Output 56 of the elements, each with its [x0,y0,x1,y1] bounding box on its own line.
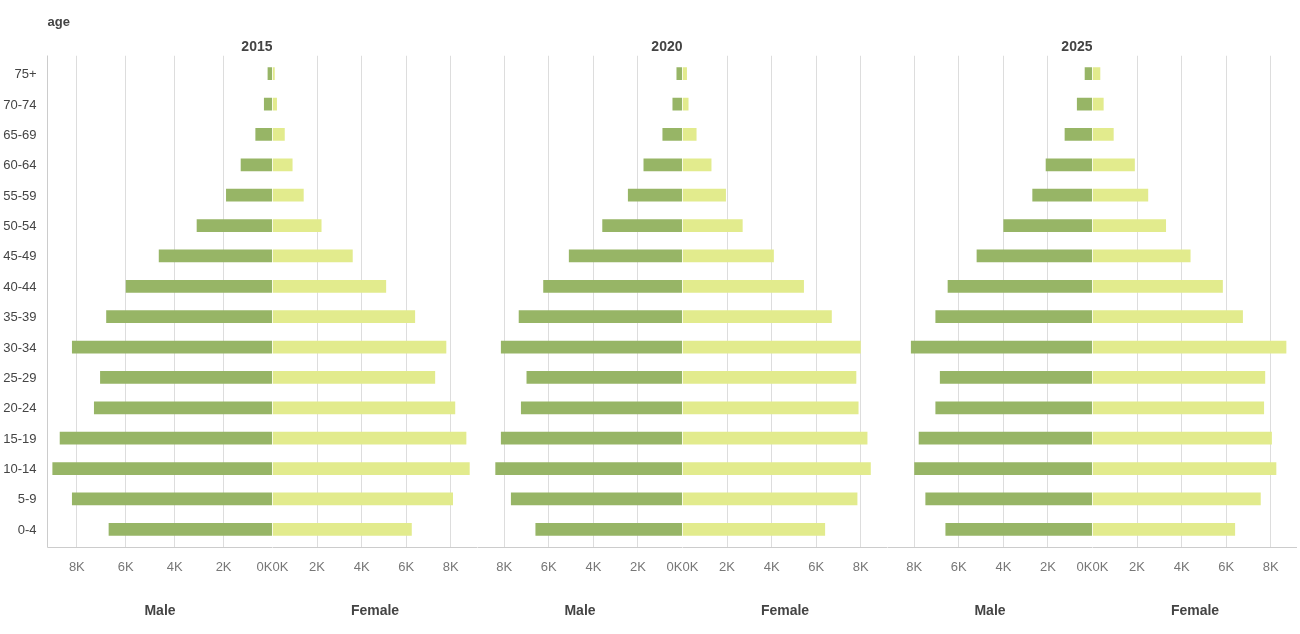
x-axis-title: Female [350,601,400,618]
y-tick-label: 45-49 [3,248,37,264]
chart-title: 2015 [241,37,273,54]
x-axis-title: Female [760,601,810,618]
y-tick-label: 70-74 [3,96,37,112]
y-tick-label: 5-9 [17,491,37,507]
x-tick-label: 8K [852,558,870,574]
x-tick-label: 8K [68,558,86,574]
x-tick-label: 6K [540,558,558,574]
y-axis-title: age [47,13,70,29]
x-tick-label: 0K [256,558,273,574]
x-tick-label: 0K [1076,558,1093,574]
y-tick-label: 20-24 [3,400,37,416]
x-tick-label: 0K [1092,558,1109,574]
x-tick-label: 2K [1129,558,1146,574]
y-tick-label: 35-39 [3,309,37,325]
x-tick-label: 8K [496,558,513,574]
x-tick-label: 4K [353,558,370,574]
x-tick-label: 0K [272,558,289,574]
y-tick-label: 65-69 [3,126,37,142]
y-tick-label: 55-59 [3,187,37,203]
x-tick-label: 8K [442,558,460,574]
x-axis-title: Female [1170,601,1220,618]
x-tick-label: 4K [763,558,780,574]
x-tick-label: 4K [1173,558,1190,574]
y-tick-label: 25-29 [3,369,37,385]
x-tick-label: 8K [1262,558,1280,574]
x-tick-label: 0K [666,558,683,574]
x-tick-label: 2K [629,558,647,574]
y-tick-label: 30-34 [3,339,37,355]
x-tick-label: 4K [585,558,602,574]
x-axis-title: Male [974,601,1006,618]
x-tick-label: 0K [682,558,699,574]
x-tick-label: 6K [950,558,968,574]
chart-title: 2025 [1061,37,1093,54]
x-tick-label: 6K [808,558,825,574]
x-tick-label: 6K [117,558,135,574]
y-tick-label: 15-19 [3,430,37,446]
y-tick-label: 75+ [14,66,37,82]
y-tick-label: 40-44 [3,278,37,294]
x-tick-label: 8K [906,558,923,574]
x-tick-label: 4K [995,558,1012,574]
x-tick-label: 4K [166,558,183,574]
x-axis-title: Male [144,601,176,618]
x-tick-label: 6K [1218,558,1235,574]
x-tick-label: 2K [309,558,326,574]
x-tick-label: 2K [1039,558,1057,574]
x-tick-label: 2K [719,558,736,574]
x-tick-label: 2K [215,558,232,574]
x-axis-title: Male [564,601,596,618]
y-tick-label: 0-4 [17,521,37,537]
chart-title: 2020 [651,37,683,54]
y-tick-label: 50-54 [3,218,37,234]
x-tick-label: 6K [398,558,415,574]
y-tick-label: 10-14 [3,461,37,477]
y-tick-label: 60-64 [3,157,37,173]
